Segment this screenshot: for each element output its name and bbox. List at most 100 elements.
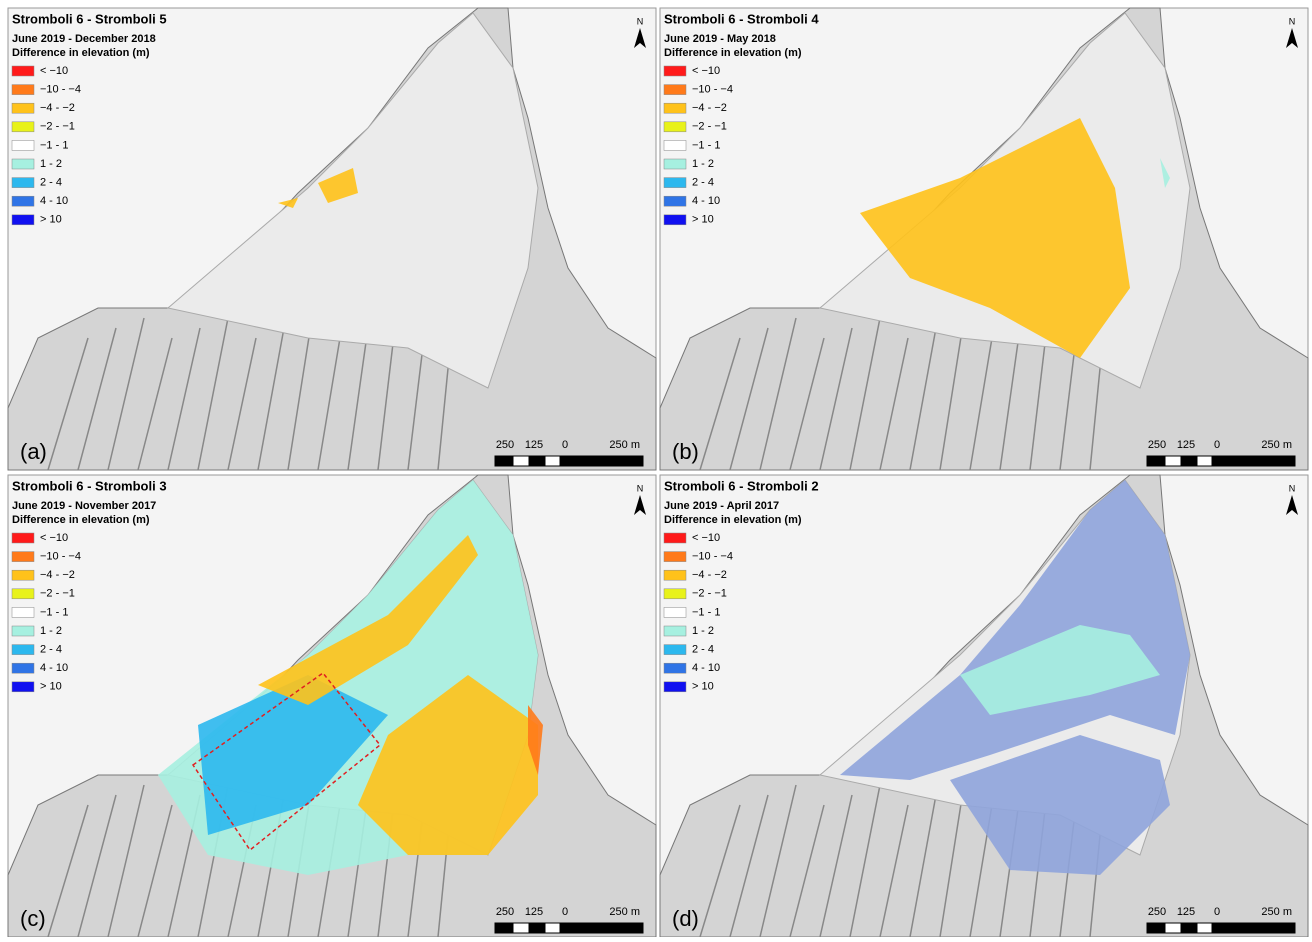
panel-subtitle: June 2019 - November 2017 [12, 500, 156, 512]
scale-label: 0 [562, 439, 568, 451]
legend-swatch [664, 589, 686, 599]
legend-label: 4 - 10 [40, 662, 68, 674]
scale-segment [1147, 923, 1165, 933]
scale-segment [495, 456, 513, 466]
north-label: N [637, 16, 644, 26]
legend-swatch [664, 66, 686, 76]
legend-swatch [12, 159, 34, 169]
scale-label: 250 [1148, 439, 1166, 451]
legend-label: −1 - 1 [40, 139, 68, 151]
north-label: N [637, 483, 644, 493]
scale-label: 250 [1148, 906, 1166, 918]
legend-label: 2 - 4 [40, 644, 62, 656]
scale-segment [1197, 456, 1212, 466]
scale-label: 250 m [1261, 906, 1292, 918]
panel-title: Stromboli 6 - Stromboli 5 [12, 11, 167, 26]
legend-label: 1 - 2 [692, 158, 714, 170]
scale-label: 125 [1177, 906, 1195, 918]
legend-label: −2 - −1 [692, 588, 727, 600]
legend-label: 1 - 2 [40, 158, 62, 170]
legend-swatch [664, 682, 686, 692]
panel-title: Stromboli 6 - Stromboli 3 [12, 478, 167, 493]
scale-segment [1181, 456, 1197, 466]
legend-label: < −10 [692, 532, 720, 544]
legend-swatch [664, 196, 686, 206]
legend-title: Difference in elevation (m) [664, 47, 802, 59]
legend-swatch [664, 103, 686, 113]
legend-label: −2 - −1 [40, 121, 75, 133]
legend-title: Difference in elevation (m) [664, 514, 802, 526]
legend-swatch [12, 215, 34, 225]
legend-swatch [664, 570, 686, 580]
legend-swatch [12, 196, 34, 206]
map-panel: Stromboli 6 - Stromboli 3 June 2019 - Nov… [8, 475, 656, 937]
legend-label: −4 - −2 [40, 102, 75, 114]
legend-label: −4 - −2 [692, 102, 727, 114]
legend-swatch [664, 533, 686, 543]
legend-label: > 10 [40, 681, 62, 693]
panel-label: (c) [20, 906, 46, 931]
legend-swatch [12, 570, 34, 580]
scale-segment [1212, 923, 1295, 933]
scale-label: 250 m [609, 906, 640, 918]
scale-label: 125 [525, 439, 543, 451]
scale-label: 0 [1214, 439, 1220, 451]
scale-label: 250 m [1261, 439, 1292, 451]
scale-label: 125 [1177, 439, 1195, 451]
scale-segment [513, 456, 529, 466]
legend-label: > 10 [40, 214, 62, 226]
scale-label: 0 [1214, 906, 1220, 918]
legend-swatch [12, 140, 34, 150]
scale-segment [1165, 456, 1181, 466]
legend-swatch [12, 85, 34, 95]
legend-label: −4 - −2 [40, 569, 75, 581]
legend-swatch [12, 178, 34, 188]
legend-label: 4 - 10 [692, 662, 720, 674]
legend-label: −10 - −4 [40, 551, 81, 563]
legend-label: −1 - 1 [692, 139, 720, 151]
legend-swatch [12, 682, 34, 692]
legend-label: > 10 [692, 214, 714, 226]
map-panel: Stromboli 6 - Stromboli 5 June 2019 - Dec… [8, 8, 656, 470]
legend-title: Difference in elevation (m) [12, 47, 150, 59]
legend-label: −2 - −1 [692, 121, 727, 133]
scale-label: 125 [525, 906, 543, 918]
legend-swatch [664, 140, 686, 150]
legend-label: −4 - −2 [692, 569, 727, 581]
scale-segment [1147, 456, 1165, 466]
legend-swatch [12, 66, 34, 76]
legend-swatch [12, 122, 34, 132]
legend-swatch [12, 589, 34, 599]
legend-label: 2 - 4 [40, 177, 62, 189]
legend-swatch [12, 533, 34, 543]
legend-swatch [664, 645, 686, 655]
legend-label: 2 - 4 [692, 177, 714, 189]
legend-swatch [664, 85, 686, 95]
legend-label: > 10 [692, 681, 714, 693]
scale-segment [545, 923, 560, 933]
legend-swatch [12, 663, 34, 673]
scale-segment [1165, 923, 1181, 933]
panel-title: Stromboli 6 - Stromboli 4 [664, 11, 819, 26]
scale-segment [529, 456, 545, 466]
legend-label: −1 - 1 [40, 606, 68, 618]
scale-segment [545, 456, 560, 466]
panel-subtitle: June 2019 - April 2017 [664, 500, 779, 512]
legend-label: −2 - −1 [40, 588, 75, 600]
legend-swatch [664, 159, 686, 169]
panel-subtitle: June 2019 - May 2018 [664, 33, 776, 45]
legend-label: 4 - 10 [692, 195, 720, 207]
legend-label: < −10 [40, 532, 68, 544]
legend-swatch [12, 552, 34, 562]
legend-swatch [664, 215, 686, 225]
legend-swatch [12, 645, 34, 655]
legend-label: −10 - −4 [692, 84, 733, 96]
legend-swatch [664, 178, 686, 188]
legend-label: −1 - 1 [692, 606, 720, 618]
legend-swatch [664, 552, 686, 562]
panel-subtitle: June 2019 - December 2018 [12, 33, 156, 45]
panel-label: (d) [672, 906, 699, 931]
north-label: N [1289, 483, 1296, 493]
north-label: N [1289, 16, 1296, 26]
legend-swatch [664, 607, 686, 617]
